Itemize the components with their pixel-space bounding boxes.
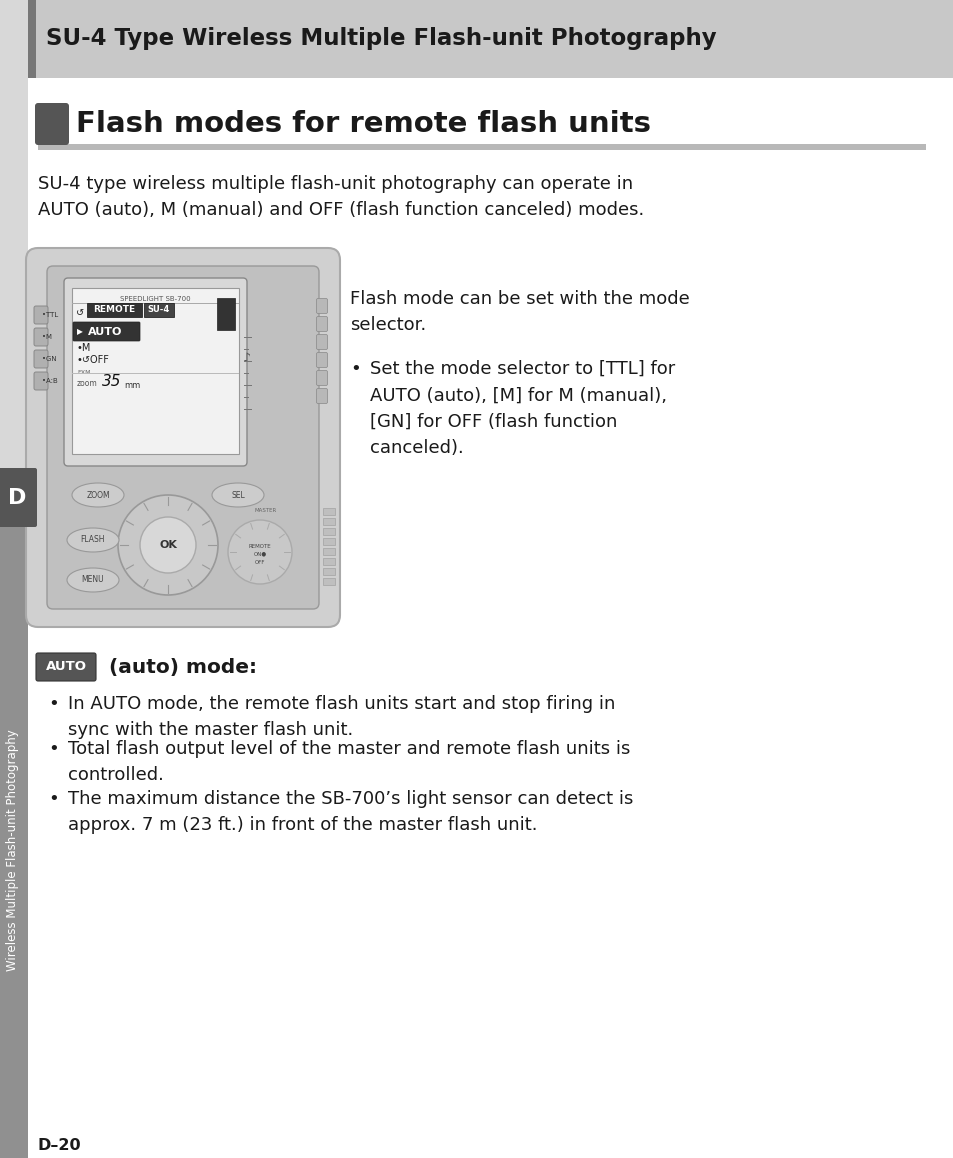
FancyBboxPatch shape (316, 371, 327, 386)
FancyBboxPatch shape (316, 352, 327, 367)
FancyBboxPatch shape (34, 328, 48, 346)
Ellipse shape (212, 483, 264, 507)
Bar (87, 303, 142, 317)
Text: •: • (48, 740, 59, 758)
FancyBboxPatch shape (34, 306, 48, 324)
FancyBboxPatch shape (316, 388, 327, 403)
FancyBboxPatch shape (316, 316, 327, 331)
Bar (323, 569, 335, 576)
Text: •↺OFF: •↺OFF (77, 356, 110, 365)
Bar (28, 0, 953, 78)
Text: ♪: ♪ (243, 352, 251, 365)
Bar (244, 384, 252, 386)
FancyBboxPatch shape (34, 372, 48, 390)
Ellipse shape (71, 483, 124, 507)
Text: SU-4 type wireless multiple flash-unit photography can operate in
AUTO (auto), M: SU-4 type wireless multiple flash-unit p… (38, 175, 643, 219)
Text: MENU: MENU (82, 576, 104, 585)
Text: D–20: D–20 (38, 1137, 82, 1152)
FancyBboxPatch shape (64, 278, 247, 466)
Text: zoom: zoom (77, 380, 97, 388)
Bar (323, 548, 335, 555)
FancyBboxPatch shape (0, 468, 37, 527)
Text: mm: mm (124, 381, 140, 389)
Text: AUTO: AUTO (46, 660, 87, 674)
Text: REMOTE: REMOTE (92, 306, 135, 315)
Text: Set the mode selector to [TTL] for
AUTO (auto), [M] for M (manual),
[GN] for OFF: Set the mode selector to [TTL] for AUTO … (370, 360, 675, 457)
Bar (28, 0, 36, 78)
Ellipse shape (67, 569, 119, 592)
Text: EXM: EXM (77, 369, 91, 374)
Text: OFF: OFF (254, 559, 265, 564)
Text: Total flash output level of the master and remote flash units is
controlled.: Total flash output level of the master a… (68, 740, 630, 784)
FancyBboxPatch shape (36, 653, 96, 681)
Text: (auto) mode:: (auto) mode: (102, 658, 256, 676)
FancyBboxPatch shape (34, 350, 48, 368)
Text: The maximum distance the SB-700’s light sensor can detect is
approx. 7 m (23 ft.: The maximum distance the SB-700’s light … (68, 790, 633, 835)
Text: 35: 35 (102, 374, 121, 389)
Text: •A:B: •A:B (42, 378, 58, 384)
Text: SU-4: SU-4 (148, 306, 170, 315)
Bar (323, 558, 335, 565)
Bar (216, 298, 234, 330)
Text: ▶: ▶ (77, 328, 83, 337)
FancyBboxPatch shape (26, 248, 339, 626)
Text: SPEEDLIGHT SB-700: SPEEDLIGHT SB-700 (120, 296, 191, 302)
Text: OK: OK (159, 540, 176, 550)
Bar (38, 144, 925, 151)
Text: MASTER: MASTER (254, 507, 276, 513)
FancyBboxPatch shape (316, 299, 327, 314)
Bar (323, 578, 335, 585)
Bar (244, 373, 249, 374)
Text: •: • (48, 695, 59, 713)
Text: •M: •M (42, 334, 52, 340)
Text: D: D (8, 488, 26, 507)
Bar (244, 360, 252, 362)
FancyBboxPatch shape (47, 266, 318, 609)
Text: SEL: SEL (231, 491, 245, 499)
Circle shape (228, 520, 292, 584)
Bar (244, 349, 249, 350)
Bar (0, 478, 28, 1158)
Text: •TTL: •TTL (42, 312, 58, 318)
FancyBboxPatch shape (73, 322, 140, 340)
Bar (244, 337, 252, 338)
Text: Flash modes for remote flash units: Flash modes for remote flash units (76, 110, 650, 138)
Circle shape (140, 516, 195, 573)
Text: •: • (48, 790, 59, 808)
Ellipse shape (67, 528, 119, 552)
Text: ↺: ↺ (76, 308, 84, 318)
Bar (323, 508, 335, 515)
Text: •: • (350, 360, 360, 378)
Bar (244, 396, 249, 398)
Text: FLASH: FLASH (81, 535, 105, 544)
Bar (323, 518, 335, 525)
Bar (71, 288, 239, 454)
Text: Flash mode can be set with the mode
selector.: Flash mode can be set with the mode sele… (350, 290, 689, 335)
Text: •GN: •GN (42, 356, 56, 362)
Bar (0, 0, 28, 1158)
FancyBboxPatch shape (35, 103, 69, 145)
Text: AUTO: AUTO (88, 327, 122, 337)
Bar (323, 538, 335, 545)
Text: •M: •M (77, 343, 91, 353)
Bar (144, 303, 173, 317)
FancyBboxPatch shape (316, 335, 327, 350)
Text: ON●: ON● (253, 551, 266, 557)
Bar (244, 409, 252, 410)
Circle shape (118, 494, 218, 595)
Text: Wireless Multiple Flash-unit Photography: Wireless Multiple Flash-unit Photography (7, 730, 19, 970)
Text: SU-4 Type Wireless Multiple Flash-unit Photography: SU-4 Type Wireless Multiple Flash-unit P… (46, 28, 716, 51)
Text: REMOTE: REMOTE (249, 543, 271, 549)
Bar (323, 528, 335, 535)
Text: ZOOM: ZOOM (86, 491, 110, 499)
Text: In AUTO mode, the remote flash units start and stop firing in
sync with the mast: In AUTO mode, the remote flash units sta… (68, 695, 615, 740)
